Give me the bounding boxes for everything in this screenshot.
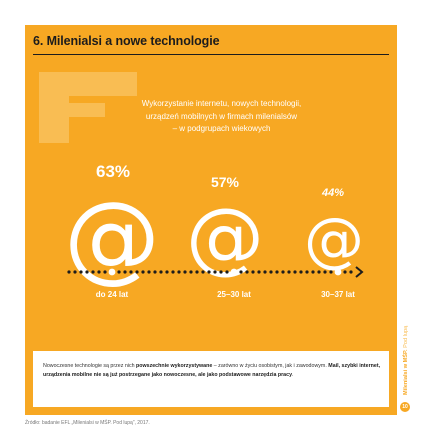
e-bar-middle [39, 103, 105, 117]
age-label: 30–37 lat [321, 290, 355, 299]
sidebar-running-title: Milenialsi w MŚP. Pod lupą [403, 255, 413, 395]
sidebar-title-light: Pod lupą [403, 325, 409, 348]
page-number-badge: 10 [400, 402, 410, 412]
note-text: Nowoczesne technologie są przez nich pow… [43, 362, 381, 380]
dot-icon [334, 268, 342, 276]
age-label: 25–30 lat [217, 290, 251, 299]
decorative-e-shape [39, 72, 137, 143]
age-label: do 24 lat [95, 290, 129, 299]
page-title: 6. Milenialsi a nowe technologie [33, 34, 220, 48]
note-text-part: . [292, 372, 294, 378]
title-divider [33, 54, 389, 55]
note-text-part: – zarówno w życiu osobistym, jak i zawod… [212, 363, 329, 369]
subtitle-line-1: Wykorzystanie internetu, nowych technolo… [141, 99, 302, 108]
chevron-right-icon [355, 266, 364, 278]
timeline-arrow [67, 266, 364, 278]
percent-value: 57% [210, 174, 240, 190]
source-note: Źródło: badanie EFL „Milenialsi w MŚP. P… [25, 420, 150, 426]
timeline-markers [108, 268, 342, 276]
percent-value: 44% [321, 187, 345, 199]
infographic-panel: 6. Milenialsi a nowe technologie Wykorzy… [25, 25, 397, 415]
note-text-part: Nowoczesne technologie są przez nich [43, 363, 137, 369]
chart-subtitle: Wykorzystanie internetu, nowych technolo… [85, 98, 358, 136]
dot-icon [108, 268, 116, 276]
note-text-bold: powszechnie wykorzystywane [136, 363, 213, 369]
percent-value: 63% [95, 162, 131, 181]
subtitle-line-3: – w podgrupach wiekowych [172, 124, 271, 133]
at-icon: @ [186, 193, 264, 283]
subtitle-line-2: urządzeń mobilnych w firmach milenialsów [145, 111, 298, 121]
dot-icon [230, 268, 238, 276]
at-icon: @ [304, 205, 364, 275]
note-text-bold: Mail, szybki internet, urządzenia mobiln… [43, 363, 381, 378]
timeline-dots [67, 270, 353, 274]
sidebar-title-bold: Milenialsi w MŚP. [403, 349, 409, 395]
note-box: Nowoczesne technologie są przez nich pow… [33, 351, 389, 407]
